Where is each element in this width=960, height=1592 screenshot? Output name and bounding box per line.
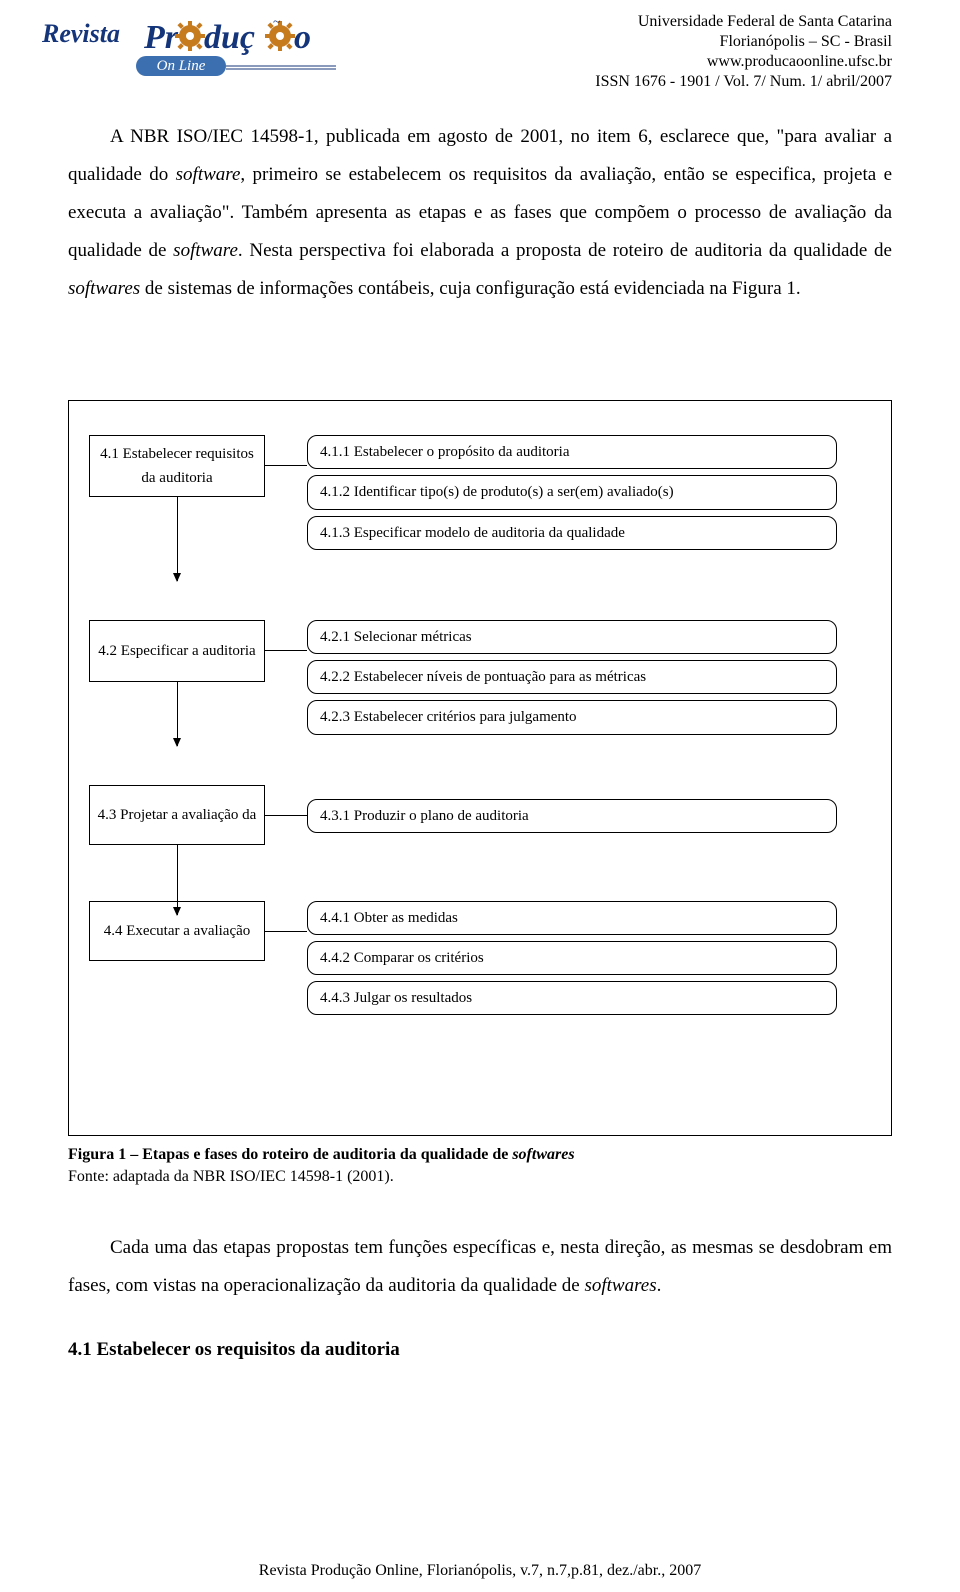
logo-word-o: o <box>294 19 311 56</box>
diagram-step-4-1: 4.1 Estabelecer requisitos da auditoria <box>89 435 265 497</box>
journal-logo: Revista Pr duç <box>40 18 340 80</box>
diagram-connector <box>265 650 307 651</box>
section-4-1-title: 4.1 Estabelecer os requisitos da auditor… <box>68 1339 892 1361</box>
diagram-step-4-3: 4.3 Projetar a avaliação da <box>89 785 265 845</box>
diagram-group-2: 4.2 Especificar a auditoria 4.2.1 Seleci… <box>89 620 871 735</box>
logo-gear-1 <box>175 21 205 51</box>
diagram-group-3: 4.3 Projetar a avaliação da 4.3.1 Produz… <box>89 785 871 845</box>
logo-word-revista: Revista <box>41 19 120 48</box>
figure-1-caption: Figura 1 – Etapas e fases do roteiro de … <box>68 1144 892 1187</box>
diagram-sub-4-2-3: 4.2.3 Estabelecer critérios para julgame… <box>307 700 837 734</box>
diagram-group-1: 4.1 Estabelecer requisitos da auditoria … <box>89 435 871 550</box>
header-affiliation: Universidade Federal de Santa Catarina F… <box>595 12 892 92</box>
logo-word-duc: duç <box>204 19 255 56</box>
header-url: www.producaoonline.ufsc.br <box>595 52 892 72</box>
diagram-arrow-2 <box>177 682 178 746</box>
diagram-connector <box>265 815 307 816</box>
diagram-step-4-2: 4.2 Especificar a auditoria <box>89 620 265 682</box>
diagram-step-4-4: 4.4 Executar a avaliação <box>89 901 265 961</box>
diagram-sub-4-4-1: 4.4.1 Obter as medidas <box>307 901 837 935</box>
figcaption-source: Fonte: adaptada da NBR ISO/IEC 14598-1 (… <box>68 1168 394 1185</box>
header-university: Universidade Federal de Santa Catarina <box>595 12 892 32</box>
diagram-sub-4-4-2: 4.4.2 Comparar os critérios <box>307 941 837 975</box>
diagram-sub-4-1-3: 4.1.3 Especificar modelo de auditoria da… <box>307 516 837 550</box>
body-paragraph-1: A NBR ISO/IEC 14598-1, publicada em agos… <box>68 118 892 308</box>
logo-tagline: On Line <box>157 58 206 74</box>
figure-1-diagram: 4.1 Estabelecer requisitos da auditoria … <box>68 400 892 1136</box>
body-paragraph-2: Cada uma das etapas propostas tem funçõe… <box>68 1229 892 1305</box>
logo-word-pr: Pr <box>143 19 179 56</box>
diagram-connector <box>265 465 307 466</box>
diagram-sub-4-2-1: 4.2.1 Selecionar métricas <box>307 620 837 654</box>
figcaption-title: Figura 1 – Etapas e fases do roteiro de … <box>68 1146 575 1163</box>
header-location: Florianópolis – SC - Brasil <box>595 32 892 52</box>
diagram-sub-4-2-2: 4.2.2 Estabelecer níveis de pontuação pa… <box>307 660 837 694</box>
diagram-sub-4-3-1: 4.3.1 Produzir o plano de auditoria <box>307 799 837 833</box>
svg-text:~: ~ <box>273 18 281 30</box>
diagram-group-4: 4.4 Executar a avaliação 4.4.1 Obter as … <box>89 901 871 1016</box>
header-issn: ISSN 1676 - 1901 / Vol. 7/ Num. 1/ abril… <box>595 72 892 92</box>
diagram-arrow-1 <box>177 497 178 581</box>
page-footer: Revista Produção Online, Florianópolis, … <box>0 1562 960 1580</box>
diagram-sub-4-1-1: 4.1.1 Estabelecer o propósito da auditor… <box>307 435 837 469</box>
diagram-connector <box>265 931 307 932</box>
diagram-sub-4-1-2: 4.1.2 Identificar tipo(s) de produto(s) … <box>307 475 837 509</box>
diagram-sub-4-4-3: 4.4.3 Julgar os resultados <box>307 981 837 1015</box>
